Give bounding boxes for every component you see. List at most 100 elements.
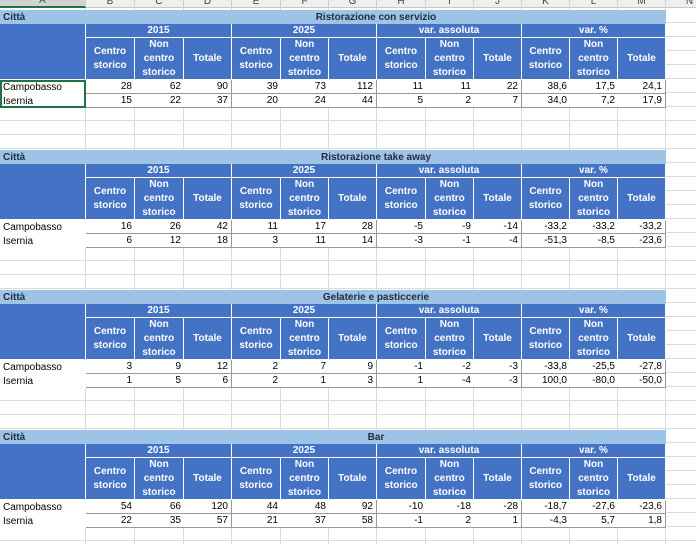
cell-value: -3 (377, 234, 426, 248)
group-header: 2015 (86, 444, 232, 458)
column-label: Non centro storico (281, 38, 329, 80)
cell-value: 57 (184, 514, 232, 528)
column-header[interactable]: D (184, 0, 232, 8)
cell-value: 37 (184, 94, 232, 108)
group-header: 2015 (86, 164, 232, 178)
cell-value: -50,0 (618, 374, 666, 388)
cell-value: 62 (135, 80, 184, 94)
city-name: Isernia (0, 514, 86, 528)
cell-value: -23,6 (618, 234, 666, 248)
column-label: Totale (618, 38, 666, 80)
cell-value: 3 (86, 360, 135, 374)
column-label: Centro storico (377, 38, 426, 80)
city-header: Città (0, 290, 86, 304)
column-header[interactable]: I (426, 0, 474, 8)
column-header[interactable]: M (618, 0, 666, 8)
column-header[interactable]: C (135, 0, 184, 8)
cell-value: 15 (86, 94, 135, 108)
cell-value: 5 (377, 94, 426, 108)
column-header[interactable]: N (666, 0, 696, 8)
cell-value: 120 (184, 500, 232, 514)
cell-value: -8,5 (570, 234, 618, 248)
selection-box (0, 80, 86, 108)
column-label: Totale (184, 318, 232, 360)
grid-line (521, 0, 522, 544)
column-label: Non centro storico (135, 458, 184, 500)
column-label: Centro storico (522, 178, 570, 220)
city-name: Isernia (0, 94, 86, 108)
cell-value: 34,0 (522, 94, 570, 108)
grid-line (280, 0, 281, 544)
cell-value: 12 (135, 234, 184, 248)
cell-value: 6 (86, 234, 135, 248)
column-label: Centro storico (522, 318, 570, 360)
column-label: Totale (184, 178, 232, 220)
cell-value: 22 (86, 514, 135, 528)
column-label: Totale (474, 458, 522, 500)
table-title: Gelaterie e pasticcerie (86, 290, 666, 304)
cell-value: -33,2 (522, 220, 570, 234)
cell-value: 3 (232, 234, 281, 248)
column-label: Totale (474, 318, 522, 360)
column-header[interactable]: G (329, 0, 377, 8)
column-label: Centro storico (232, 318, 281, 360)
group-header: var. % (522, 444, 666, 458)
column-header[interactable]: L (570, 0, 618, 8)
cell-value: -27,6 (570, 500, 618, 514)
column-label: Totale (474, 178, 522, 220)
group-header: 2015 (86, 304, 232, 318)
group-header: var. assoluta (377, 24, 522, 38)
column-label: Centro storico (377, 458, 426, 500)
column-label: Totale (618, 178, 666, 220)
column-label: Centro storico (522, 38, 570, 80)
cell-value: 112 (329, 80, 377, 94)
cell-value: 1 (86, 374, 135, 388)
column-header[interactable]: B (86, 0, 135, 8)
cell-value: -1 (377, 514, 426, 528)
column-label: Non centro storico (135, 178, 184, 220)
cell-value: 54 (86, 500, 135, 514)
cell-value: -4 (426, 374, 474, 388)
header-blank (0, 24, 86, 80)
column-header[interactable]: A (0, 0, 86, 8)
grid-line (665, 0, 666, 544)
group-header: 2025 (232, 24, 377, 38)
column-header[interactable]: H (377, 0, 426, 8)
header-blank (0, 164, 86, 220)
grid-line (569, 0, 570, 544)
cell-value: 9 (329, 360, 377, 374)
grid-line (0, 400, 696, 401)
column-header[interactable]: E (232, 0, 281, 8)
cell-value: -14 (474, 220, 522, 234)
cell-value: 18 (184, 234, 232, 248)
cell-value: -3 (474, 374, 522, 388)
cell-value: 39 (232, 80, 281, 94)
grid-line (473, 0, 474, 544)
cell-value: -5 (377, 220, 426, 234)
cell-value: 21 (232, 514, 281, 528)
cell-value: -2 (426, 360, 474, 374)
cell-value: 38,6 (522, 80, 570, 94)
group-header: var. % (522, 304, 666, 318)
cell-value: -10 (377, 500, 426, 514)
group-header: 2025 (232, 444, 377, 458)
column-label: Non centro storico (570, 318, 618, 360)
grid-line (0, 428, 696, 429)
table-title: Ristorazione con servizio (86, 10, 666, 24)
column-label: Non centro storico (135, 38, 184, 80)
cell-value: 26 (135, 220, 184, 234)
column-label: Centro storico (232, 178, 281, 220)
column-header[interactable]: F (281, 0, 329, 8)
column-header[interactable]: J (474, 0, 522, 8)
cell-value: 11 (232, 220, 281, 234)
column-header[interactable]: K (522, 0, 570, 8)
header-blank (0, 444, 86, 500)
column-label: Non centro storico (426, 178, 474, 220)
cell-value: 17,9 (618, 94, 666, 108)
grid-line (85, 0, 86, 544)
cell-value: 7 (281, 360, 329, 374)
cell-value: -27,8 (618, 360, 666, 374)
column-label: Non centro storico (426, 38, 474, 80)
cell-value: 12 (184, 360, 232, 374)
